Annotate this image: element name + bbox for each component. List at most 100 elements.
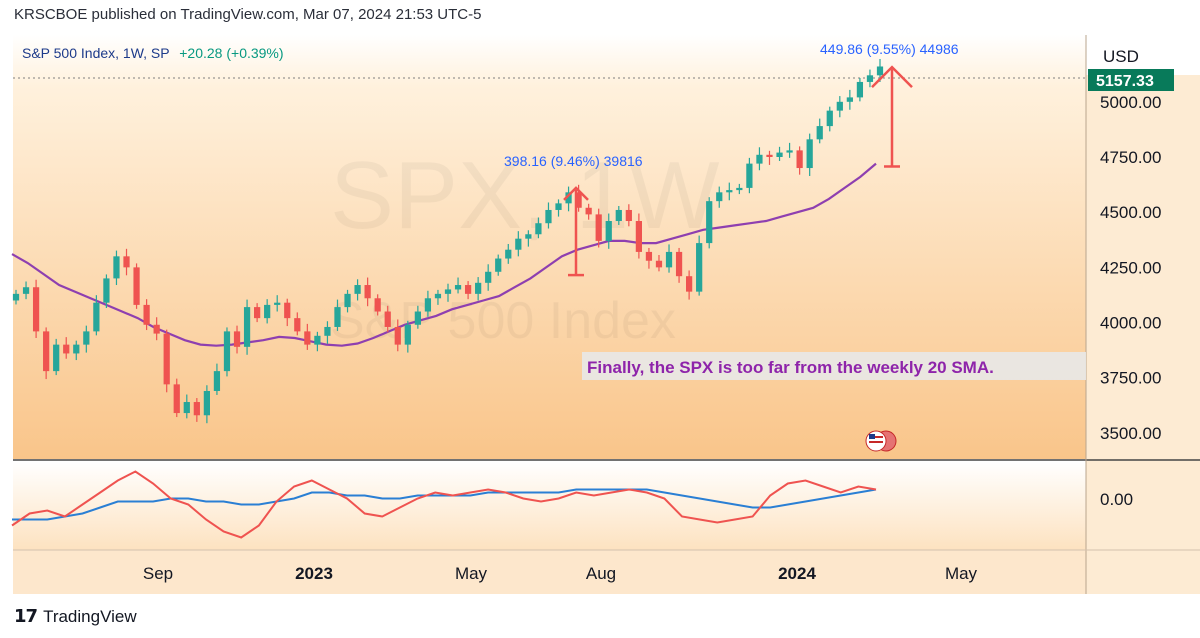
legend-change: +20.28 (+0.39%) [179,45,283,61]
candle [565,186,572,212]
callout-text: Finally, the SPX is too far from the wee… [587,358,994,377]
candle [756,147,763,171]
candle [93,295,100,336]
candle [424,290,432,317]
candle [645,247,653,269]
candle [585,203,592,220]
candle [535,217,542,239]
candle [806,133,813,176]
candle [22,281,30,300]
candle [495,254,502,276]
candle [856,77,864,102]
measure-arrow [563,186,589,277]
time-tick-label: Aug [586,564,616,583]
candle [625,204,632,227]
candle [264,299,271,324]
measure-arrow [871,65,913,168]
candle [485,264,492,291]
oscillator-slow-line [12,488,877,521]
price-badge [1088,69,1174,91]
price-pane-bg [13,35,1086,459]
candle [726,182,733,201]
candle [434,289,442,305]
candle [243,299,251,355]
candle [716,186,723,208]
time-axis-bg [13,550,1086,594]
candle [776,146,783,161]
candle [515,231,522,257]
candle [304,323,311,350]
price-tick-label: 4750.00 [1100,148,1161,167]
currency-bg [1086,35,1200,75]
candle [364,277,371,307]
candle [464,281,472,300]
candle [163,329,170,393]
candle [43,327,50,380]
price-tick-label: 5000.00 [1100,93,1161,112]
candle [103,274,110,308]
candle [32,279,40,339]
candle [404,320,411,353]
candle [746,157,753,194]
candle [595,208,602,248]
candle [384,305,391,333]
candle [143,299,150,331]
candle [73,340,80,361]
candle [153,317,160,341]
candle [836,96,843,118]
candle [525,230,532,247]
candle [414,305,421,329]
candle [374,294,381,316]
callout-bg [582,352,1086,380]
candle [63,337,70,359]
candles [12,58,884,424]
legend: S&P 500 Index, 1W, SP +20.28 (+0.39%) [22,45,284,61]
candle [173,378,180,418]
candle [866,69,874,88]
oscillator-fast-line [11,470,877,539]
candle [334,299,341,331]
candle [314,331,321,352]
candle [555,199,562,217]
candle [274,295,281,312]
candle [113,250,120,286]
candle [675,247,683,283]
time-axis: Sep 2023 May Aug 2024 May [143,564,978,583]
time-tick-label: May [945,564,978,583]
candle [324,321,331,344]
candle [686,270,693,300]
candle [615,206,622,225]
candle [826,106,833,132]
candle [223,327,231,377]
legend-symbol: S&P 500 Index, 1W, SP [22,45,169,61]
oscillator-zero-label: 0.00 [1100,490,1133,509]
candle [505,243,512,264]
candle [635,213,642,259]
candle [454,277,462,294]
footer: 𝟭𝟳 TradingView [14,606,137,627]
candle [183,394,190,419]
candle [655,255,663,272]
oscillator-pane-bg [13,462,1086,550]
candle [696,235,703,296]
annotation-first-rally: 398.16 (9.46%) 39816 [504,153,643,169]
candle [736,183,743,195]
us-flag-event-icon[interactable] [865,430,897,452]
price-badge-text: 5157.33 [1096,73,1154,90]
candle [665,244,673,273]
candle [233,325,241,354]
candle [203,385,210,424]
oscillator [11,470,877,539]
candle [796,146,803,175]
time-tick-label: Sep [143,564,173,583]
candle [846,89,853,110]
candle [133,263,140,309]
candle [53,338,60,376]
price-tick-label: 4000.00 [1100,314,1161,333]
watermark-name: S&P 500 Index [330,292,676,350]
time-tick-label: May [455,564,488,583]
candle [706,197,713,249]
candle [475,277,482,301]
price-axis: 5000.00 4750.00 4500.00 4250.00 4000.00 3750.… [1100,93,1161,443]
